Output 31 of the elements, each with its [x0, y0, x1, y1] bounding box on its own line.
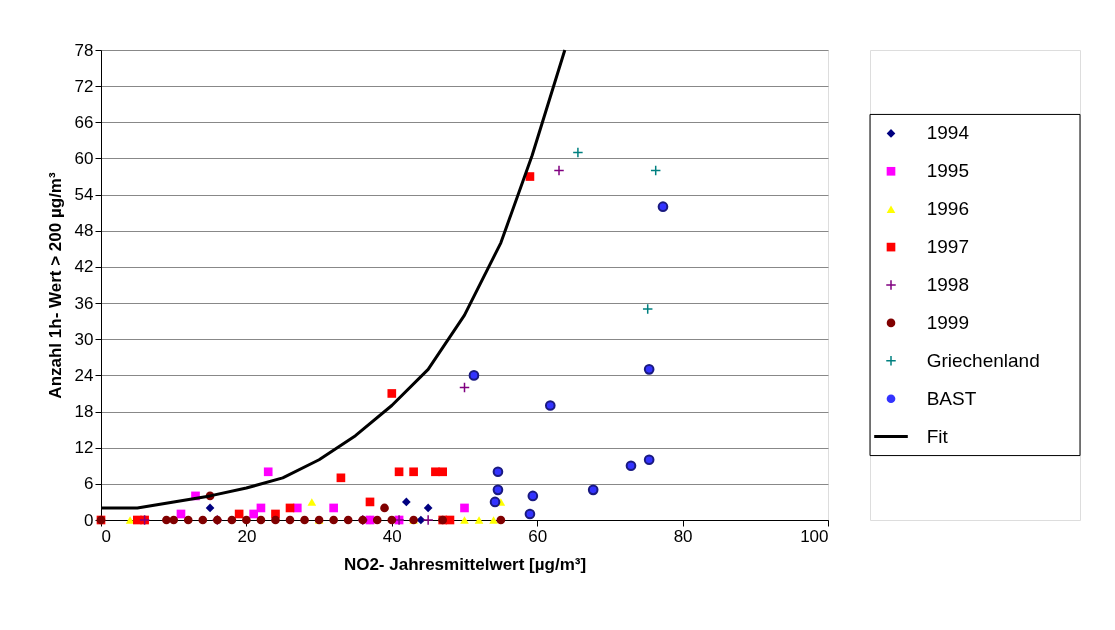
legend-label: 1999	[926, 311, 969, 333]
x-tick-label: 40	[382, 526, 402, 546]
y-tick-label: 24	[74, 365, 94, 385]
y-tick-label: 66	[74, 112, 94, 132]
legend-label: 1997	[926, 236, 969, 258]
x-tick-label: 100	[800, 526, 829, 546]
legend-label: 1995	[926, 160, 969, 182]
y-tick-label: 36	[74, 293, 94, 313]
legend-label: BAST	[926, 387, 977, 409]
y-tick-label: 72	[74, 76, 94, 96]
legend-label: Griechenland	[926, 349, 1040, 371]
y-tick-label: 0	[84, 510, 94, 530]
y-tick-label: 54	[74, 185, 94, 205]
y-tick-label: 60	[74, 148, 94, 168]
y-tick-label: 12	[74, 438, 94, 458]
legend-label: 1996	[926, 198, 969, 220]
legend-label: 1998	[926, 274, 969, 295]
y-tick-label: 6	[84, 474, 94, 494]
y-tick-label: 78	[74, 40, 94, 60]
y-tick-label: 18	[74, 402, 94, 422]
x-tick-label: 0	[101, 526, 111, 546]
x-tick-label: 20	[237, 526, 257, 546]
y-tick-label: 42	[74, 257, 94, 277]
y-axis-title: Anzahl 1h- Wert > 200 µg/m³	[45, 172, 65, 399]
x-tick-label: 80	[673, 526, 693, 546]
legend-label: Fit	[926, 425, 949, 447]
y-tick-label: 48	[74, 221, 94, 241]
y-tick-label: 30	[74, 329, 94, 349]
x-tick-label: 60	[528, 526, 548, 546]
legend-label: 1994	[926, 122, 970, 144]
x-axis-title: NO2- Jahresmittelwert [µg/m³]	[343, 554, 587, 574]
